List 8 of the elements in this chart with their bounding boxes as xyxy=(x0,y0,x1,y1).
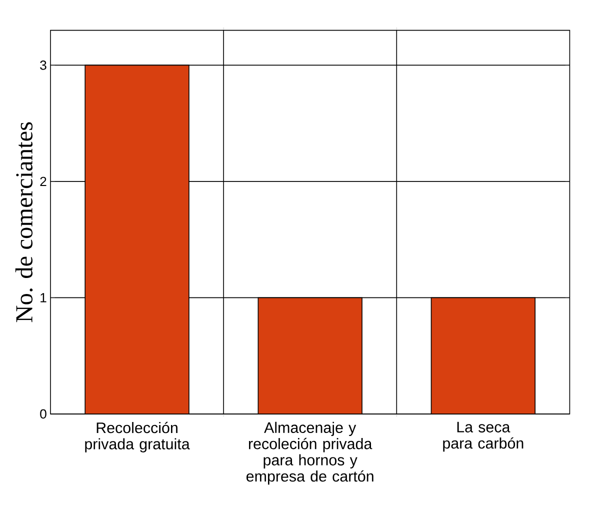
y-axis-title: No. de comerciantes xyxy=(15,122,33,322)
y-tick-label: 0 xyxy=(40,409,46,418)
x-tick-label: La seca para carbón xyxy=(443,422,524,452)
y-tick-label: 1 xyxy=(40,293,46,302)
y-tick-label: 3 xyxy=(40,60,46,70)
x-tick-label: Almacenaje y recoleción privada para hornos y empresa de cartón xyxy=(246,422,374,485)
x-tick-label: Recolección privada gratuita xyxy=(85,422,190,452)
y-tick-label: 2 xyxy=(40,176,46,186)
